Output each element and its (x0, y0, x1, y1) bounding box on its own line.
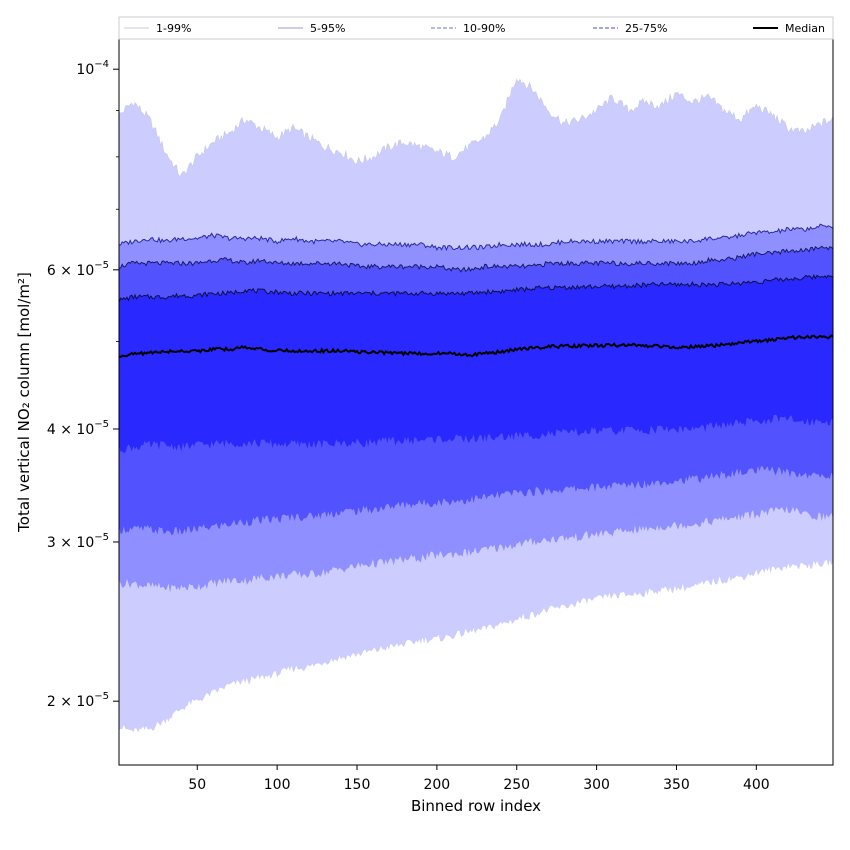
band-1-99%-lower-line (119, 559, 833, 735)
y-tick-label: 6 × 10−5 (47, 260, 109, 279)
median-line (119, 334, 833, 359)
legend-label: Median (785, 22, 825, 35)
x-tick-label: 400 (743, 777, 770, 793)
band-5-95%-upper-line (119, 223, 833, 252)
y-axis-label: Total vertical NO₂ column [mol/m²] (15, 272, 33, 533)
x-tick-label: 100 (264, 777, 291, 793)
legend-label: 5-95% (310, 22, 345, 35)
legend-label: 25-75% (625, 22, 667, 35)
x-axis-label: Binned row index (411, 797, 541, 815)
y-tick-label: 2 × 10−5 (47, 691, 109, 710)
y-axis: 2 × 10−5 3 × 10−5 4 × 10−5 6 × 10−5 10−4 (47, 59, 119, 710)
legend-box (118, 16, 834, 40)
x-tick-label: 250 (503, 777, 530, 793)
legend: 1-99% 5-95% 10-90% 25-75% Median (118, 16, 834, 40)
y-tick-label: 4 × 10−5 (47, 419, 109, 438)
x-tick-label: 150 (344, 777, 371, 793)
band-1-99%-upper-line (119, 78, 833, 178)
band-10-90%-upper-line (119, 245, 833, 273)
x-axis: 50 100 150 200 250 300 350 400 (188, 765, 770, 793)
legend-label: 1-99% (156, 22, 191, 35)
x-tick-label: 50 (188, 777, 206, 793)
band-25-75%-fill (119, 275, 833, 454)
y-tick-label: 10−4 (76, 59, 109, 78)
percentile-bands (119, 78, 833, 735)
median-layer (119, 334, 833, 359)
legend-label: 10-90% (463, 22, 505, 35)
y-tick-label: 3 × 10−5 (47, 532, 109, 551)
x-tick-label: 200 (423, 777, 450, 793)
x-tick-label: 350 (663, 777, 690, 793)
x-tick-label: 300 (583, 777, 610, 793)
band-25-75%-upper-line (119, 274, 833, 303)
